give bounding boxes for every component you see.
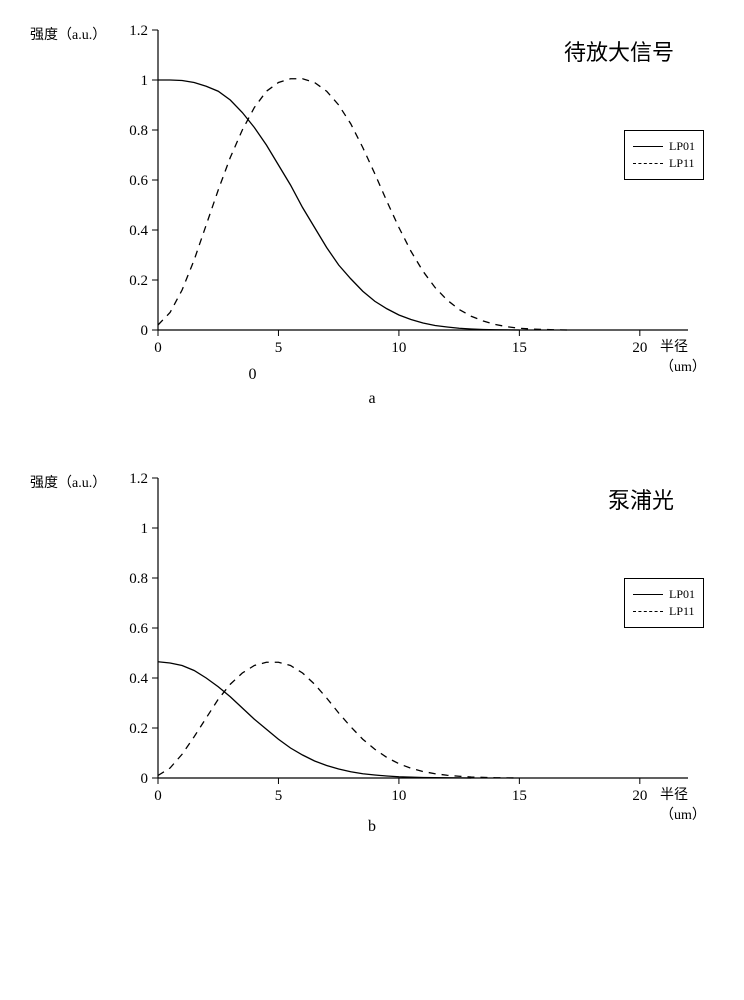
legend-label: LP11 bbox=[669, 156, 695, 171]
x-tick-label: 5 bbox=[275, 340, 283, 356]
legend-item: LP01 bbox=[633, 587, 695, 602]
y-axis-label: 强度（a.u.） bbox=[30, 24, 106, 44]
chart-svg: 0 0.2 0.4 0.6 0.8 1 1.2 0 5 10 15 20 bbox=[108, 468, 698, 812]
sub-number: 0 bbox=[120, 366, 385, 384]
y-tick-label: 0.4 bbox=[129, 671, 148, 687]
series-LP01 bbox=[158, 80, 519, 330]
x-tick-label: 15 bbox=[512, 788, 527, 804]
chart-panel-b: 泵浦光 强度（a.u.） 0 0.2 0.4 0.6 0.8 1 1.2 0 5 10 15 20 半径（u… bbox=[30, 468, 714, 836]
series-LP01 bbox=[158, 662, 471, 778]
y-tick-label: 0.2 bbox=[129, 273, 148, 289]
y-tick-label: 1.2 bbox=[129, 23, 148, 39]
x-tick-label: 10 bbox=[392, 340, 407, 356]
legend: LP01 LP11 bbox=[624, 130, 704, 180]
sub-letter: b bbox=[30, 818, 714, 836]
legend-swatch bbox=[633, 611, 663, 612]
y-tick-label: 1.2 bbox=[129, 471, 148, 487]
legend-swatch bbox=[633, 163, 663, 164]
y-tick-label: 0.2 bbox=[129, 721, 148, 737]
legend-label: LP01 bbox=[669, 587, 695, 602]
y-tick-label: 1 bbox=[141, 73, 149, 89]
y-tick-label: 0.8 bbox=[129, 571, 148, 587]
legend-label: LP11 bbox=[669, 604, 695, 619]
x-axis-label: 半径（um） bbox=[660, 336, 714, 376]
legend-item: LP01 bbox=[633, 139, 695, 154]
y-tick-label: 0.6 bbox=[129, 621, 148, 637]
y-axis-label: 强度（a.u.） bbox=[30, 472, 106, 492]
y-tick-label: 0.6 bbox=[129, 173, 148, 189]
x-tick-label: 20 bbox=[633, 788, 648, 804]
chart-wrap: 强度（a.u.） 0 0.2 0.4 0.6 0.8 1 1.2 0 5 10 15 20 bbox=[30, 468, 714, 812]
x-tick-label: 10 bbox=[392, 788, 407, 804]
chart-svg: 0 0.2 0.4 0.6 0.8 1 1.2 0 5 10 15 20 bbox=[108, 20, 698, 364]
legend-item: LP11 bbox=[633, 156, 695, 171]
panel-title: 泵浦光 bbox=[608, 483, 674, 515]
legend: LP01 LP11 bbox=[624, 578, 704, 628]
legend-swatch bbox=[633, 146, 663, 147]
series-LP11 bbox=[158, 662, 519, 778]
legend-swatch bbox=[633, 594, 663, 595]
y-tick-label: 0.4 bbox=[129, 223, 148, 239]
legend-item: LP11 bbox=[633, 604, 695, 619]
panel-title: 待放大信号 bbox=[564, 35, 674, 67]
y-tick-label: 0.8 bbox=[129, 123, 148, 139]
chart-wrap: 强度（a.u.） 0 0.2 0.4 0.6 0.8 1 1.2 0 5 10 15 20 bbox=[30, 20, 714, 364]
sub-letter: a bbox=[30, 390, 714, 408]
series-LP11 bbox=[158, 79, 568, 330]
legend-label: LP01 bbox=[669, 139, 695, 154]
x-tick-label: 15 bbox=[512, 340, 527, 356]
x-tick-label: 5 bbox=[275, 788, 283, 804]
y-tick-label: 1 bbox=[141, 521, 149, 537]
x-tick-label: 20 bbox=[633, 340, 648, 356]
x-tick-label: 0 bbox=[154, 340, 162, 356]
x-axis-label: 半径（um） bbox=[660, 784, 714, 824]
chart-panel-a: 待放大信号 强度（a.u.） 0 0.2 0.4 0.6 0.8 1 1.2 0 5 10 15 20 半径… bbox=[30, 20, 714, 408]
y-tick-label: 0 bbox=[141, 771, 149, 787]
y-tick-label: 0 bbox=[141, 323, 149, 339]
x-tick-label: 0 bbox=[154, 788, 162, 804]
